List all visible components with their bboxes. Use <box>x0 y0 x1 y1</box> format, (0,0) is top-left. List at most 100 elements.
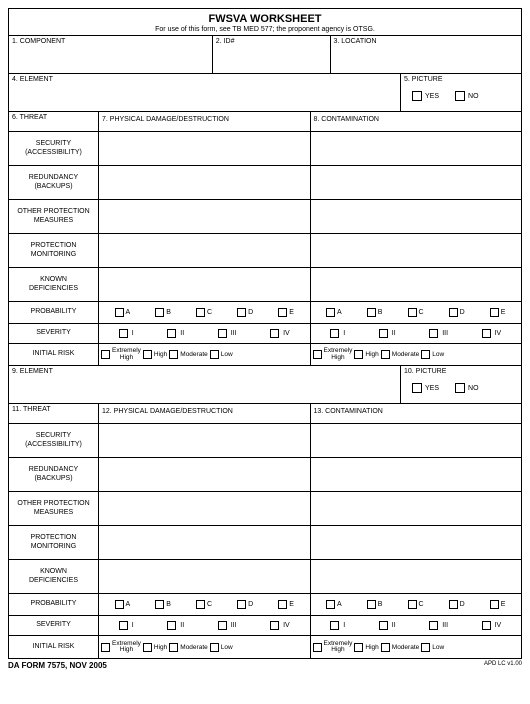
s2-risk-label: INITIAL RISK <box>9 636 99 658</box>
s1-other-contam[interactable] <box>311 200 522 234</box>
field-id[interactable]: 2. ID# <box>213 36 331 74</box>
s2-element-row: 9. ELEMENT 10. PICTURE YES NO <box>9 366 521 404</box>
s2-deficiencies-phys[interactable] <box>99 560 311 594</box>
s2-contam-prob-c[interactable]: C <box>408 600 424 609</box>
s2-redundancy-phys[interactable] <box>99 458 311 492</box>
s2-phys-prob-e[interactable]: E <box>278 600 294 609</box>
s2-contam-risk-l[interactable]: Low <box>421 643 444 652</box>
field-picture-2: 10. PICTURE YES NO <box>401 366 521 404</box>
s2-contam-sev-i[interactable]: I <box>330 621 345 630</box>
s1-contam-prob-e[interactable]: E <box>490 308 506 317</box>
label-contam-2: 13. CONTAMINATION <box>311 404 522 424</box>
s1-security-contam[interactable] <box>311 132 522 166</box>
picture-no-1[interactable]: NO <box>455 91 479 101</box>
s1-deficiencies-contam[interactable] <box>311 268 522 302</box>
s1-contam-risk-m[interactable]: Moderate <box>381 350 419 359</box>
field-location[interactable]: 3. LOCATION <box>331 36 522 74</box>
s1-contam-prob-d[interactable]: D <box>449 308 465 317</box>
s2-security-phys[interactable] <box>99 424 311 458</box>
s1-phys-prob-a[interactable]: A <box>115 308 131 317</box>
s1-phys-sev-iii[interactable]: III <box>218 329 237 338</box>
s1-phys-sev-iv[interactable]: IV <box>270 329 290 338</box>
s1-contam-sev-iii[interactable]: III <box>429 329 448 338</box>
s2-phys-prob-d[interactable]: D <box>237 600 253 609</box>
s1-contam-risk-h[interactable]: High <box>354 350 378 359</box>
field-element-2[interactable]: 9. ELEMENT <box>9 366 401 404</box>
s2-phys-prob-a[interactable]: A <box>115 600 131 609</box>
s2-contam-risk-m[interactable]: Moderate <box>381 643 419 652</box>
s2-probability-label: PROBABILITY <box>9 594 99 616</box>
s1-contam-sev-i[interactable]: I <box>330 329 345 338</box>
s2-phys-sev-iii[interactable]: III <box>218 621 237 630</box>
s2-contam-sev-iv[interactable]: IV <box>482 621 502 630</box>
s2-phys-sev-iv[interactable]: IV <box>270 621 290 630</box>
s1-contam-sev-iv[interactable]: IV <box>482 329 502 338</box>
s1-contam-prob-b[interactable]: B <box>367 308 383 317</box>
s2-redundancy-contam[interactable] <box>311 458 522 492</box>
s2-contam-sev-iii[interactable]: III <box>429 621 448 630</box>
s1-security-phys[interactable] <box>99 132 311 166</box>
label-element-1: 4. ELEMENT <box>12 76 397 83</box>
s1-phys-prob-c[interactable]: C <box>196 308 212 317</box>
s2-contam-prob-d[interactable]: D <box>449 600 465 609</box>
field-component[interactable]: 1. COMPONENT <box>9 36 213 74</box>
s2-prob-phys: A B C D E <box>99 594 311 616</box>
s2-contam-risk-xh[interactable]: ExtremelyHigh <box>313 641 353 654</box>
s1-monitoring-contam[interactable] <box>311 234 522 268</box>
s2-sev-phys: I II III IV <box>99 616 311 636</box>
s1-other-phys[interactable] <box>99 200 311 234</box>
s2-phys-risk-l[interactable]: Low <box>210 643 233 652</box>
s1-phys-risk-m[interactable]: Moderate <box>169 350 207 359</box>
s1-phys-prob-e[interactable]: E <box>278 308 294 317</box>
s2-contam-prob-e[interactable]: E <box>490 600 506 609</box>
s1-phys-sev-ii[interactable]: II <box>167 329 184 338</box>
footer: DA FORM 7575, NOV 2005 APD LC v1.00 <box>8 661 522 670</box>
s1-row-redundancy-label: REDUNDANCY (BACKUPS) <box>9 166 99 200</box>
s2-phys-risk-m[interactable]: Moderate <box>169 643 207 652</box>
s2-monitoring-phys[interactable] <box>99 526 311 560</box>
s1-contam-risk-xh[interactable]: ExtremelyHigh <box>313 348 353 361</box>
s1-phys-prob-d[interactable]: D <box>237 308 253 317</box>
s2-row-probability: PROBABILITY A B C D E A B C D E <box>9 594 521 616</box>
field-element-1[interactable]: 4. ELEMENT <box>9 74 401 112</box>
s1-risk-label: INITIAL RISK <box>9 344 99 366</box>
s2-phys-sev-ii[interactable]: II <box>167 621 184 630</box>
s2-contam-prob-b[interactable]: B <box>367 600 383 609</box>
s1-phys-risk-h[interactable]: High <box>143 350 167 359</box>
s1-contam-prob-c[interactable]: C <box>408 308 424 317</box>
s1-contam-risk-l[interactable]: Low <box>421 350 444 359</box>
s2-row-redundancy-label: REDUNDANCY (BACKUPS) <box>9 458 99 492</box>
s1-deficiencies-phys[interactable] <box>99 268 311 302</box>
picture-yes-2[interactable]: YES <box>412 383 439 393</box>
s2-phys-risk-h[interactable]: High <box>143 643 167 652</box>
s2-row-security-label: SECURITY (ACCESSIBILITY) <box>9 424 99 458</box>
s1-phys-sev-i[interactable]: I <box>119 329 134 338</box>
s2-other-phys[interactable] <box>99 492 311 526</box>
s2-deficiencies-contam[interactable] <box>311 560 522 594</box>
s2-other-contam[interactable] <box>311 492 522 526</box>
s1-redundancy-contam[interactable] <box>311 166 522 200</box>
s1-redundancy-phys[interactable] <box>99 166 311 200</box>
s2-security-contam[interactable] <box>311 424 522 458</box>
s2-contam-prob-a[interactable]: A <box>326 600 342 609</box>
s2-monitoring-contam[interactable] <box>311 526 522 560</box>
s2-row-risk: INITIAL RISK ExtremelyHigh High Moderate… <box>9 636 521 658</box>
s2-phys-prob-b[interactable]: B <box>155 600 171 609</box>
picture-yes-1[interactable]: YES <box>412 91 439 101</box>
s1-risk-contam: ExtremelyHigh High Moderate Low <box>311 344 522 366</box>
picture-no-2[interactable]: NO <box>455 383 479 393</box>
s2-contam-risk-h[interactable]: High <box>354 643 378 652</box>
s1-monitoring-phys[interactable] <box>99 234 311 268</box>
label-component: 1. COMPONENT <box>12 38 209 45</box>
s1-phys-risk-xh[interactable]: ExtremelyHigh <box>101 348 141 361</box>
s1-phys-risk-l[interactable]: Low <box>210 350 233 359</box>
s2-phys-risk-xh[interactable]: ExtremelyHigh <box>101 641 141 654</box>
s2-contam-sev-ii[interactable]: II <box>379 621 396 630</box>
s2-phys-sev-i[interactable]: I <box>119 621 134 630</box>
s2-row-security: SECURITY (ACCESSIBILITY) <box>9 424 521 458</box>
s2-phys-prob-c[interactable]: C <box>196 600 212 609</box>
s1-contam-sev-ii[interactable]: II <box>379 329 396 338</box>
label-phys-2: 12. PHYSICAL DAMAGE/DESTRUCTION <box>99 404 311 424</box>
s1-contam-prob-a[interactable]: A <box>326 308 342 317</box>
s1-phys-prob-b[interactable]: B <box>155 308 171 317</box>
